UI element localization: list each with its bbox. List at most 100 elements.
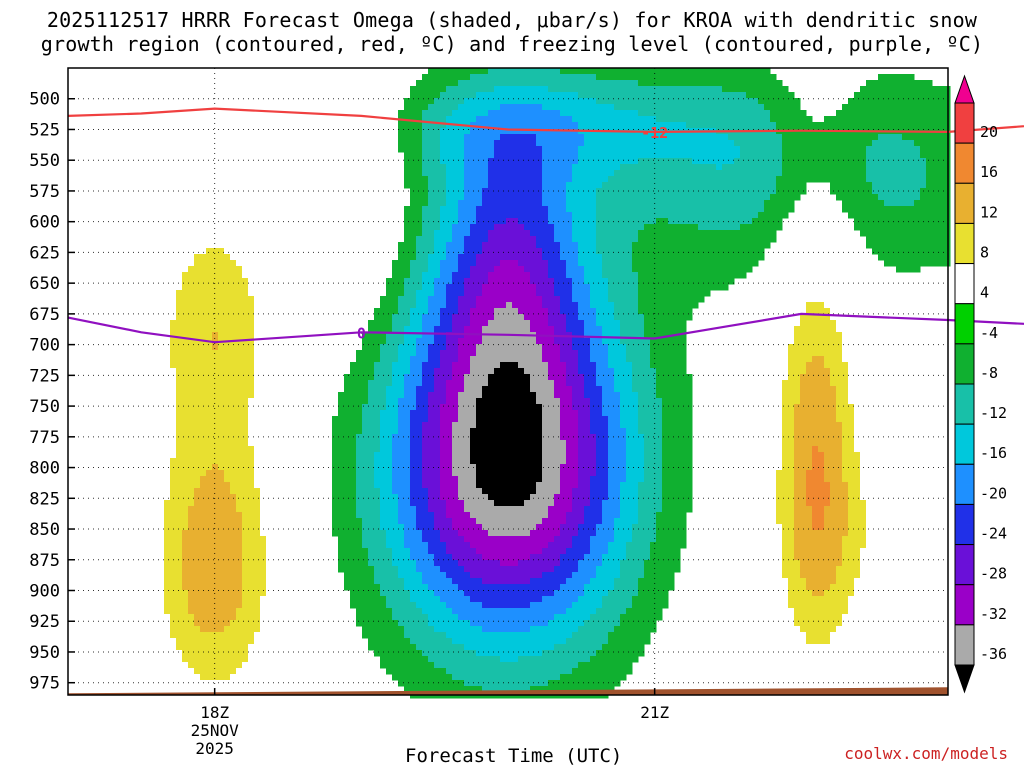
- omega-cell: [896, 230, 903, 237]
- omega-cell: [626, 326, 633, 333]
- omega-cell: [446, 338, 453, 345]
- omega-cell: [704, 194, 711, 201]
- omega-cell: [146, 386, 153, 393]
- omega-cell: [800, 272, 807, 279]
- omega-cell: [470, 116, 477, 123]
- omega-cell: [788, 344, 795, 351]
- omega-cell: [566, 182, 573, 189]
- omega-cell: [554, 134, 561, 141]
- omega-cell: [692, 302, 699, 309]
- omega-cell: [932, 86, 939, 93]
- omega-cell: [350, 392, 357, 399]
- omega-cell: [818, 140, 825, 147]
- omega-cell: [440, 152, 447, 159]
- omega-cell: [884, 158, 891, 165]
- omega-cell: [836, 398, 843, 405]
- omega-cell: [470, 356, 477, 363]
- omega-cell: [452, 362, 459, 369]
- omega-cell: [476, 236, 483, 243]
- omega-cell: [500, 290, 507, 297]
- omega-cell: [446, 320, 453, 327]
- omega-cell: [788, 350, 795, 357]
- omega-cell: [554, 362, 561, 369]
- omega-cell: [512, 116, 519, 123]
- omega-cell: [536, 326, 543, 333]
- omega-cell: [578, 368, 585, 375]
- omega-cell: [464, 290, 471, 297]
- omega-cell: [230, 326, 237, 333]
- omega-cell: [602, 272, 609, 279]
- omega-cell: [434, 254, 441, 261]
- omega-cell: [674, 224, 681, 231]
- omega-cell: [446, 308, 453, 315]
- omega-cell: [188, 356, 195, 363]
- omega-cell: [794, 278, 801, 285]
- omega-cell: [614, 104, 621, 111]
- omega-cell: [656, 206, 663, 213]
- omega-cell: [692, 200, 699, 207]
- omega-cell: [536, 176, 543, 183]
- omega-cell: [254, 398, 261, 405]
- omega-cell: [626, 140, 633, 147]
- omega-cell: [590, 224, 597, 231]
- omega-cell: [470, 278, 477, 285]
- omega-cell: [698, 146, 705, 153]
- omega-cell: [830, 338, 837, 345]
- omega-cell: [518, 128, 525, 135]
- omega-cell: [878, 122, 885, 129]
- omega-cell: [416, 104, 423, 111]
- omega-cell: [602, 164, 609, 171]
- omega-cell: [560, 350, 567, 357]
- omega-cell: [692, 290, 699, 297]
- omega-cell: [812, 152, 819, 159]
- omega-cell: [908, 86, 915, 93]
- omega-cell: [602, 158, 609, 165]
- omega-cell: [410, 182, 417, 189]
- omega-cell: [686, 374, 693, 381]
- omega-cell: [842, 356, 849, 363]
- omega-cell: [854, 146, 861, 153]
- omega-cell: [896, 266, 903, 273]
- omega-cell: [938, 158, 945, 165]
- omega-cell: [464, 236, 471, 243]
- omega-cell: [242, 398, 249, 405]
- omega-cell: [782, 140, 789, 147]
- omega-cell: [488, 344, 495, 351]
- omega-cell: [434, 92, 441, 99]
- omega-cell: [374, 404, 381, 411]
- omega-cell: [650, 242, 657, 249]
- omega-cell: [512, 398, 519, 405]
- omega-cell: [518, 236, 525, 243]
- omega-cell: [566, 74, 573, 81]
- omega-cell: [566, 152, 573, 159]
- omega-cell: [662, 212, 669, 219]
- omega-cell: [776, 170, 783, 177]
- omega-cell: [374, 314, 381, 321]
- omega-cell: [632, 74, 639, 81]
- omega-cell: [416, 380, 423, 387]
- omega-cell: [758, 152, 765, 159]
- omega-cell: [620, 230, 627, 237]
- omega-cell: [638, 338, 645, 345]
- omega-cell: [188, 308, 195, 315]
- omega-cell: [728, 92, 735, 99]
- omega-cell: [704, 248, 711, 255]
- omega-cell: [392, 260, 399, 267]
- omega-cell: [422, 362, 429, 369]
- omega-cell: [896, 164, 903, 171]
- omega-cell: [842, 380, 849, 387]
- omega-cell: [734, 170, 741, 177]
- omega-cell: [794, 296, 801, 303]
- omega-cell: [878, 80, 885, 87]
- omega-cell: [602, 344, 609, 351]
- omega-cell: [458, 218, 465, 225]
- omega-cell: [650, 80, 657, 87]
- omega-cell: [776, 158, 783, 165]
- omega-cell: [398, 296, 405, 303]
- omega-cell: [146, 302, 153, 309]
- omega-cell: [878, 98, 885, 105]
- omega-cell: [404, 224, 411, 231]
- omega-cell: [908, 248, 915, 255]
- omega-cell: [470, 320, 477, 327]
- omega-cell: [434, 104, 441, 111]
